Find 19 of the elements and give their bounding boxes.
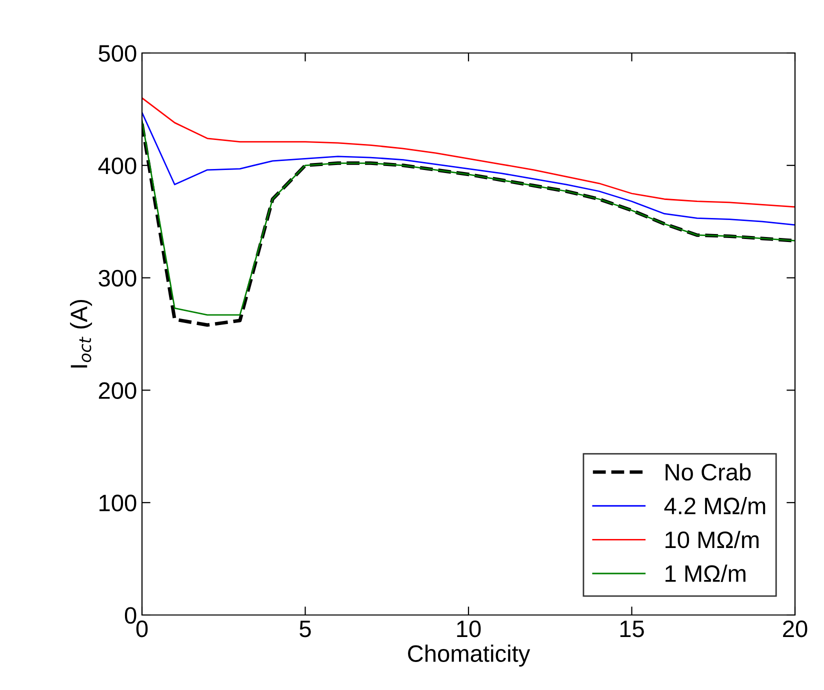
line-series xyxy=(142,97,795,208)
y-tick-label: 300 xyxy=(98,270,136,287)
y-tick-label: 100 xyxy=(100,494,136,512)
x-tick-label: 0 xyxy=(136,620,148,638)
line-series xyxy=(142,112,795,226)
legend-label: 10 MΩ/m xyxy=(666,530,759,548)
y-tick-label: 500 xyxy=(98,45,136,62)
legend-label: No Crab xyxy=(666,463,751,481)
y-tick-label: 200 xyxy=(98,382,136,399)
x-tick-label: 5 xyxy=(300,620,311,638)
x-tick-label: 20 xyxy=(783,620,808,638)
legend-label: 4.2 MΩ/m xyxy=(664,497,766,514)
y-tick-label: 400 xyxy=(98,157,136,174)
y-axis-title: I$_{oct}$ (A) xyxy=(70,300,92,368)
x-tick-label: 15 xyxy=(620,620,644,638)
x-tick-label: 10 xyxy=(457,620,481,638)
legend-label: 1 MΩ/m xyxy=(666,564,746,582)
y-tick-label: 0 xyxy=(124,607,136,624)
x-axis-title: Chomaticity xyxy=(408,644,530,667)
